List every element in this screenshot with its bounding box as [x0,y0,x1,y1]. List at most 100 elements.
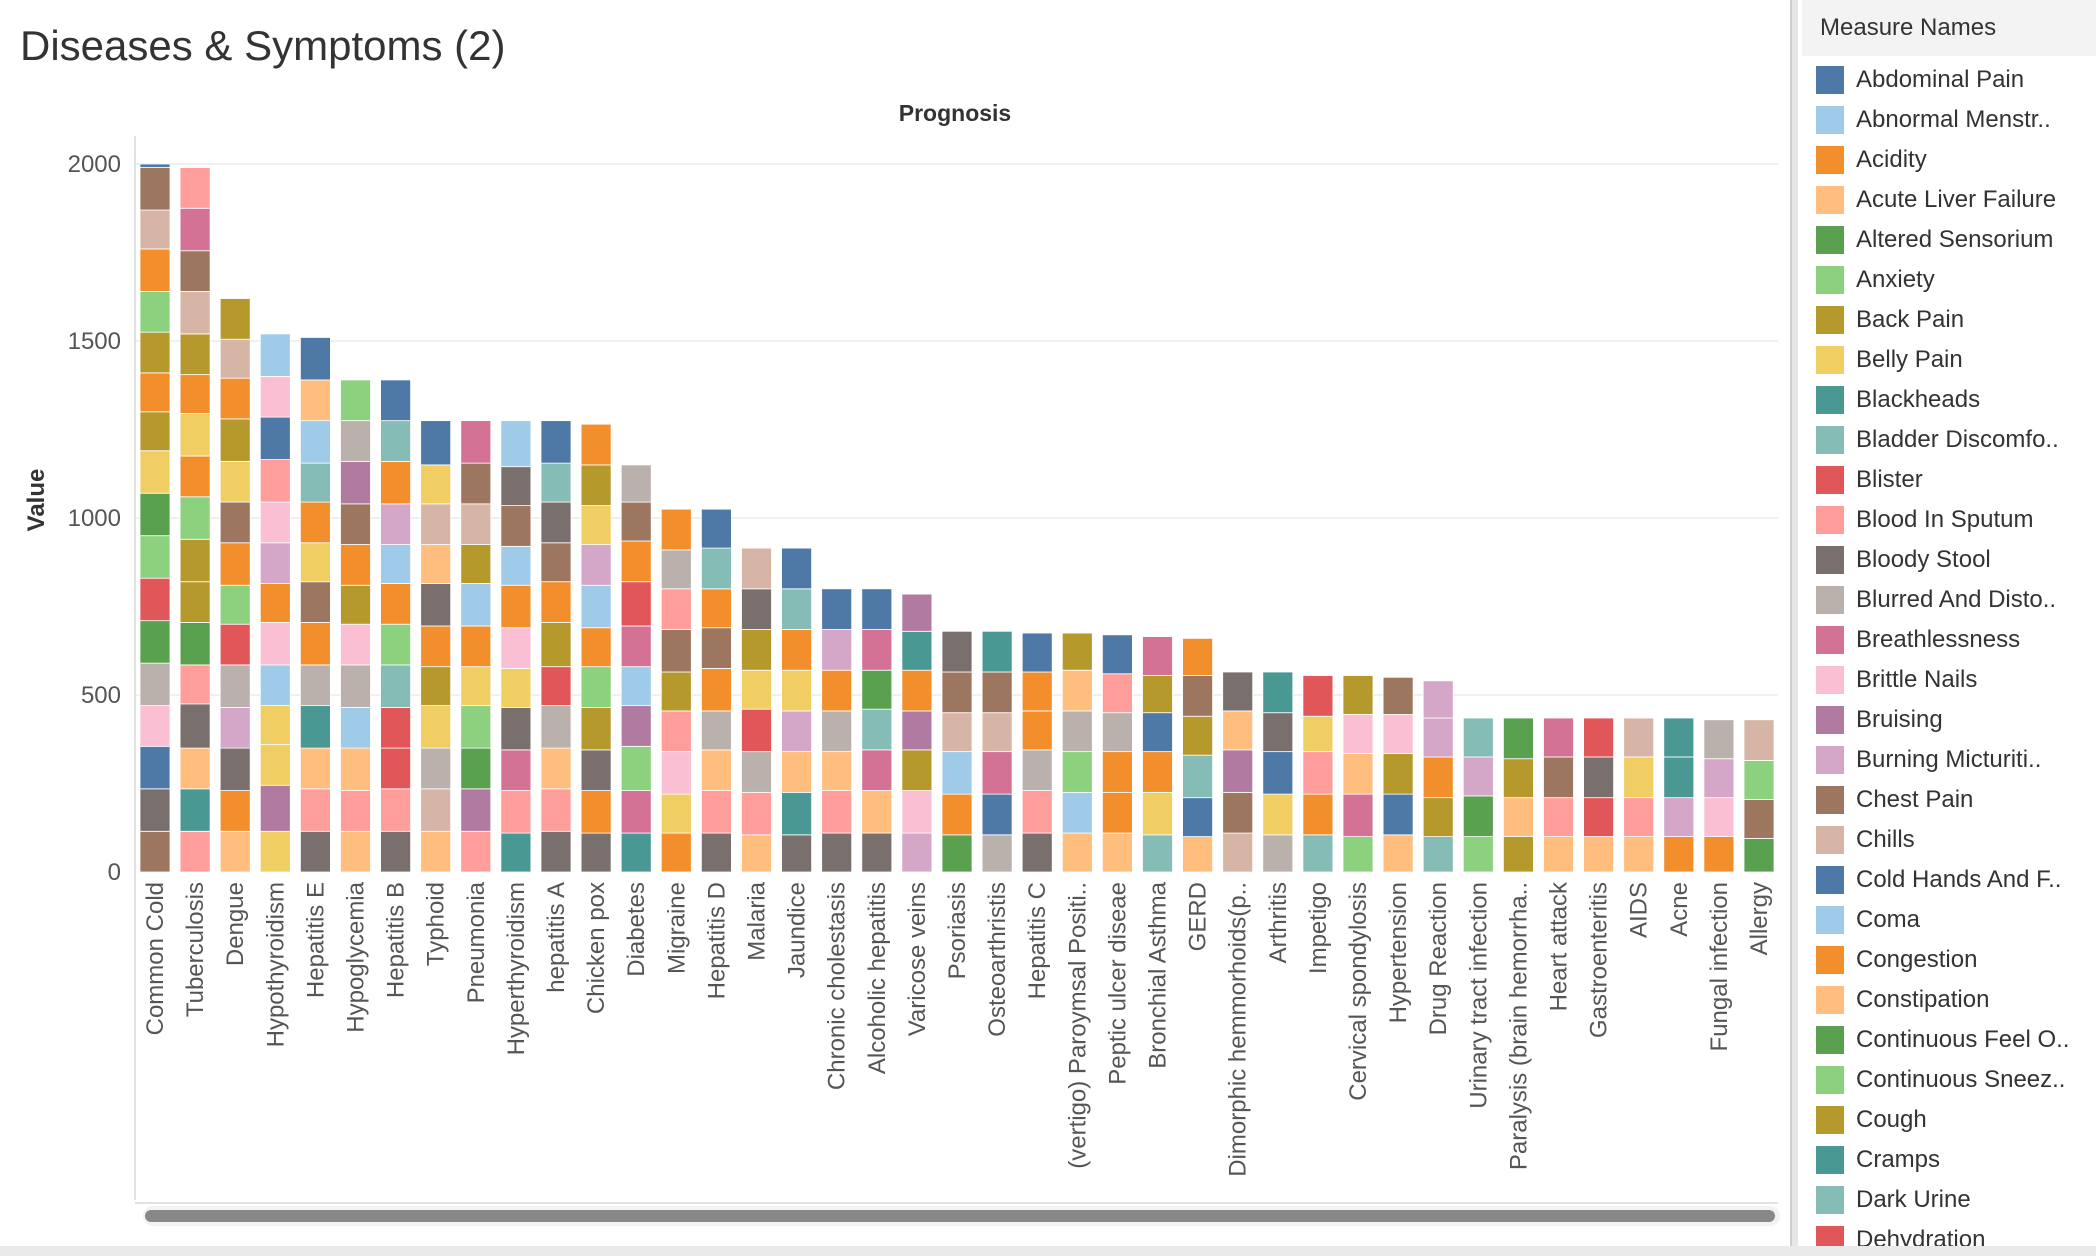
bar-segment[interactable] [1663,756,1695,799]
legend-item[interactable]: Congestion [1816,940,2096,980]
bar-segment[interactable] [500,627,532,669]
bar-segment[interactable] [660,588,692,630]
legend-item[interactable]: Constipation [1816,980,2096,1020]
bar-segment[interactable] [380,460,412,505]
bar-segment[interactable] [340,584,371,625]
legend-item[interactable]: Bruising [1816,700,2096,740]
bar-segment[interactable] [701,790,732,834]
bar-segment[interactable] [781,834,812,873]
bar-segment[interactable] [741,751,772,793]
legend-item[interactable]: Blood In Sputum [1816,500,2096,540]
bar-segment[interactable] [861,790,893,834]
bar-segment[interactable] [620,540,652,583]
bar-segment[interactable] [781,629,812,671]
legend-item[interactable]: Abdominal Pain [1816,60,2096,100]
bar-segment[interactable] [580,666,612,708]
bar-segment[interactable] [259,333,291,377]
bar-segment[interactable] [179,830,211,873]
bar-segment[interactable] [420,583,452,627]
legend-item[interactable]: Abnormal Menstr.. [1816,100,2096,140]
bar-segment[interactable] [540,788,572,832]
bar-segment[interactable] [580,584,612,629]
bar-segment[interactable] [1222,791,1254,834]
bar-segment[interactable] [420,420,452,466]
legend-item[interactable]: Cold Hands And F.. [1816,860,2096,900]
legend-item[interactable]: Dark Urine [1816,1180,2096,1220]
bar-segment[interactable] [901,710,933,751]
bar-segment[interactable] [340,664,371,708]
bar-segment[interactable] [1663,797,1695,837]
bar-segment[interactable] [460,705,492,749]
bar-segment[interactable] [219,501,251,544]
bar-segment[interactable] [259,583,291,623]
bar-segment[interactable] [1262,671,1294,714]
bar-segment[interactable] [259,501,291,544]
bar-segment[interactable] [259,416,291,460]
bar-segment[interactable] [1182,675,1213,717]
bar-segment[interactable] [1623,797,1655,837]
bar-segment[interactable] [259,664,291,707]
bar-segment[interactable] [1743,837,1775,873]
bar-segment[interactable] [981,630,1013,673]
bar-segment[interactable] [219,584,251,625]
bar-segment[interactable] [259,830,291,873]
bar-segment[interactable] [1382,793,1414,836]
bar-segment[interactable] [1222,832,1254,873]
bar-segment[interactable] [1021,671,1053,712]
bar-segment[interactable] [460,583,492,627]
bar-segment[interactable] [299,581,331,623]
bar-segment[interactable] [941,834,973,873]
bar-segment[interactable] [540,542,572,583]
bar-segment[interactable] [139,705,171,747]
bar-segment[interactable] [1462,717,1494,758]
legend-item[interactable]: Acute Liver Failure [1816,180,2096,220]
bar-segment[interactable] [580,790,612,834]
legend-item[interactable]: Coma [1816,900,2096,940]
bar-segment[interactable] [1703,836,1735,873]
bar-segment[interactable] [139,209,171,250]
bar-segment[interactable] [861,708,893,751]
bar-segment[interactable] [620,581,652,627]
bar-segment[interactable] [340,379,371,422]
bar-segment[interactable] [500,466,532,507]
bar-segment[interactable] [620,790,652,834]
bar-segment[interactable] [981,751,1013,795]
bar-segment[interactable] [500,668,532,708]
bar-segment[interactable] [299,462,331,503]
bar-segment[interactable] [179,250,211,292]
bar-segment[interactable] [981,671,1013,714]
bar-segment[interactable] [1382,714,1414,754]
bar-segment[interactable] [620,745,652,791]
bar-segment[interactable] [1302,675,1334,717]
bar-segment[interactable] [620,666,652,707]
bar-segment[interactable] [620,501,652,542]
horizontal-scrollbar[interactable] [143,1206,1780,1226]
bar-segment[interactable] [540,420,572,464]
bar-segment[interactable] [580,423,612,466]
bar-segment[interactable] [781,669,812,712]
bar-segment[interactable] [540,830,572,873]
bar-segment[interactable] [259,784,291,832]
bar-segment[interactable] [660,629,692,673]
bar-segment[interactable] [219,377,251,420]
bar-segment[interactable] [460,830,492,873]
bar-segment[interactable] [460,544,492,584]
bar-segment[interactable] [1222,710,1254,751]
bar-segment[interactable] [901,790,933,834]
bar-segment[interactable] [981,834,1013,873]
bar-segment[interactable] [179,538,211,583]
bar-segment[interactable] [1743,760,1775,800]
bar-segment[interactable] [701,832,732,873]
bar-segment[interactable] [380,420,412,462]
bar-segment[interactable] [500,505,532,547]
bar-segment[interactable] [460,788,492,832]
bar-segment[interactable] [460,666,492,707]
bar-segment[interactable] [701,588,732,629]
bar-segment[interactable] [179,413,211,457]
bar-segment[interactable] [1102,673,1133,714]
bar-segment[interactable] [460,420,492,464]
bar-segment[interactable] [1342,793,1374,837]
bar-segment[interactable] [420,464,452,505]
bar-segment[interactable] [219,664,251,708]
bar-segment[interactable] [1422,836,1454,873]
